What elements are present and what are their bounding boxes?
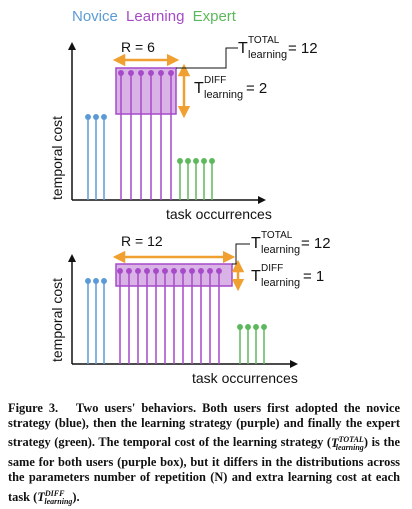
svg-text:DIFF: DIFF xyxy=(204,75,226,86)
svg-text:= 12: = 12 xyxy=(288,40,318,57)
top-x-axis-arrowhead xyxy=(258,196,266,204)
bottom-expert-stems xyxy=(237,324,267,364)
caption-figure-label: Figure 3. xyxy=(8,401,59,415)
svg-text:TOTAL: TOTAL xyxy=(248,35,280,46)
bottom-diff-label: T DIFF learning = 1 xyxy=(251,263,324,289)
caption-text-2: ) is the same for both users (purple box… xyxy=(8,435,400,504)
svg-text:learning: learning xyxy=(261,277,300,289)
bottom-panel: R = 12 T TOTAL learning = 12 T DIFF lear… xyxy=(49,230,331,386)
top-y-axis-label: temporal cost xyxy=(49,116,65,200)
bottom-y-axis-arrowhead xyxy=(68,254,76,262)
svg-text:learning: learning xyxy=(248,49,287,61)
top-learning-box xyxy=(115,67,177,115)
bottom-r-label: R = 12 xyxy=(121,233,163,249)
top-expert-stems xyxy=(177,158,215,200)
bottom-x-axis-arrowhead xyxy=(290,360,298,368)
svg-text:learning: learning xyxy=(261,244,300,256)
top-panel: R = 6 T TOTAL learning = 12 T DIFF learn… xyxy=(49,35,318,222)
svg-text:TOTAL: TOTAL xyxy=(261,230,293,241)
top-diff-label: T DIFF learning = 2 xyxy=(194,75,267,101)
svg-text:T: T xyxy=(251,235,261,252)
bottom-total-leader xyxy=(232,243,250,265)
top-total-leader xyxy=(176,47,238,69)
bottom-y-axis-label: temporal cost xyxy=(49,278,65,362)
svg-text:DIFF: DIFF xyxy=(261,263,283,274)
figure-caption: Figure 3. Two users' behaviors. Both use… xyxy=(8,401,400,509)
svg-text:T: T xyxy=(251,268,261,285)
top-novice-stems xyxy=(85,114,107,200)
svg-text:= 2: = 2 xyxy=(246,80,267,97)
top-y-axis-arrowhead xyxy=(68,42,76,50)
bottom-learning-stems xyxy=(117,268,222,364)
caption-t-total: TTOTALlearning xyxy=(331,434,364,452)
diagram-canvas: R = 6 T TOTAL learning = 12 T DIFF learn… xyxy=(49,35,331,386)
legend-novice: Novice xyxy=(72,8,118,25)
bottom-x-axis-label: task occurrences xyxy=(192,370,298,386)
top-total-label: T TOTAL learning = 12 xyxy=(238,35,318,61)
top-learning-stems xyxy=(118,70,174,200)
bottom-total-label: T TOTAL learning = 12 xyxy=(251,230,331,256)
svg-text:= 1: = 1 xyxy=(303,268,324,285)
top-r-label: R = 6 xyxy=(121,39,155,55)
caption-text-3: ). xyxy=(72,489,80,504)
caption-t-diff: TDIFFlearning xyxy=(37,488,73,507)
caption-text-1: Two users' behaviors. Both users first a… xyxy=(8,401,400,450)
svg-text:= 12: = 12 xyxy=(301,235,331,252)
top-x-axis-label: task occurrences xyxy=(166,206,272,222)
svg-text:T: T xyxy=(194,80,204,97)
legend-expert: Expert xyxy=(192,8,236,25)
legend-learning: Learning xyxy=(126,8,185,25)
strategy-legend: Novice Learning Expert xyxy=(72,8,240,25)
bottom-novice-stems xyxy=(85,278,107,364)
svg-text:T: T xyxy=(238,40,248,57)
svg-text:learning: learning xyxy=(204,89,243,101)
